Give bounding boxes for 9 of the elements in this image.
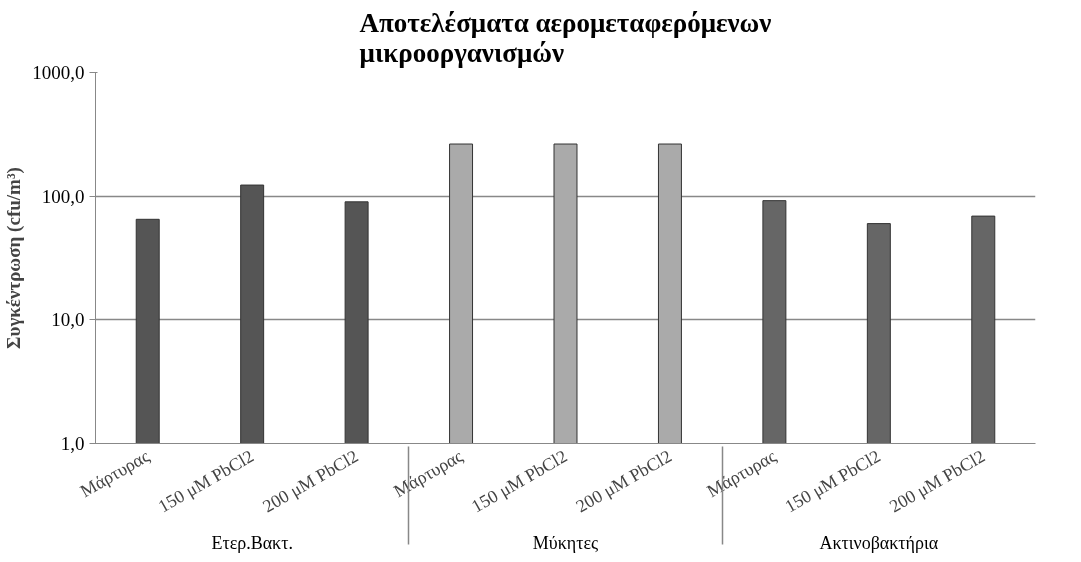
- y-tick-label: 1000,0: [32, 62, 85, 83]
- y-tick-label: 1,0: [60, 433, 85, 454]
- text: Ακτινοβακτήρια: [819, 533, 939, 554]
- y-axis-title: Συγκέντρωση (cfu/m³): [3, 167, 26, 349]
- y-tick-label: 10,0: [51, 309, 85, 331]
- text: Ετερ.Βακτ.: [211, 533, 293, 554]
- y-tick-label: 100,0: [41, 185, 85, 207]
- chart-title: Αποτελέσματα αερομεταφερόμενων μικροοργανισμών: [359, 7, 772, 68]
- text: Μύκητες: [532, 533, 599, 554]
